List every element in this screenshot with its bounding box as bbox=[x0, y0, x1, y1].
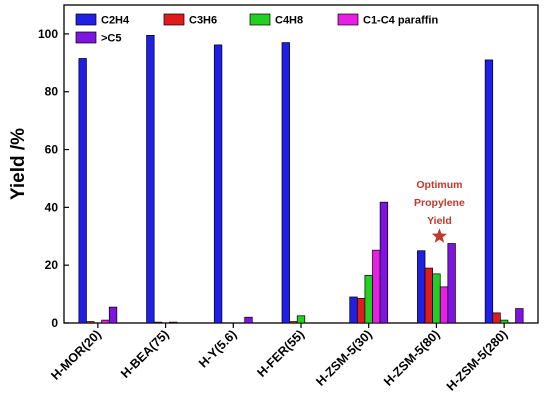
legend-swatch-c2h4 bbox=[75, 13, 97, 26]
y-tick-label: 100 bbox=[38, 27, 58, 41]
legend-label-c5: >C5 bbox=[101, 33, 122, 45]
category-label: H-MOR(20) bbox=[48, 327, 104, 383]
legend: C2H4 C3H6 C4H8 C1-C4 paraffin >C5 bbox=[75, 13, 438, 45]
bar-c1-c4-paraffin-0 bbox=[101, 319, 110, 324]
annotation-text: Yield bbox=[427, 215, 452, 227]
bar-c3h6-0 bbox=[86, 321, 95, 324]
annotation: Optimum Propylene Yield bbox=[414, 179, 465, 243]
legend-swatch-c5 bbox=[75, 31, 97, 44]
bar-c5-5 bbox=[447, 243, 456, 324]
legend-label-c4h8: C4H8 bbox=[275, 15, 303, 27]
annotation-text: Propylene bbox=[414, 197, 465, 209]
bar-c1-c4-paraffin-4 bbox=[372, 249, 381, 324]
category-label: H-BEA(75) bbox=[118, 327, 172, 381]
annotation-text: Optimum bbox=[416, 179, 462, 191]
bar-c2h4-2 bbox=[213, 44, 223, 324]
bar-c5-6 bbox=[515, 308, 524, 324]
legend-label-c2h4: C2H4 bbox=[101, 15, 130, 27]
bar-c2h4-3 bbox=[281, 42, 290, 324]
category-label: H-ZSM-5(80) bbox=[381, 327, 442, 388]
bar-c5-0 bbox=[108, 306, 118, 324]
plot-area bbox=[63, 4, 539, 324]
bar-c5-2 bbox=[244, 316, 253, 324]
bar-c4h8-5 bbox=[432, 273, 441, 324]
legend-swatch-c4h8 bbox=[249, 13, 271, 26]
y-tick-label: 20 bbox=[45, 258, 59, 272]
category-label: H-FER(55) bbox=[254, 327, 307, 380]
bar-c4h8-4 bbox=[364, 274, 373, 324]
bar-c3h6-5 bbox=[424, 267, 433, 324]
bar-c2h4-6 bbox=[484, 59, 494, 324]
legend-label-c3h6: C3H6 bbox=[189, 15, 217, 27]
bar-c4h8-6 bbox=[499, 319, 509, 324]
y-tick-label: 0 bbox=[51, 316, 58, 330]
legend-swatch-c1-c4-paraffin bbox=[337, 13, 359, 26]
bars bbox=[78, 35, 524, 328]
category-label: H-ZSM-5(280) bbox=[444, 327, 510, 393]
y-axis-ticks: 0 20 40 60 80 100 bbox=[38, 27, 69, 330]
legend-swatch-c3h6 bbox=[163, 13, 185, 26]
bar-c2h4-0 bbox=[78, 58, 87, 324]
bar-c4h8-3 bbox=[296, 315, 306, 324]
bar-c2h4-5 bbox=[417, 250, 426, 324]
bar-c3h6-4 bbox=[356, 298, 366, 324]
y-axis-title: Yield /% bbox=[8, 128, 29, 200]
bar-c3h6-3 bbox=[289, 321, 298, 324]
bar-c3h6-6 bbox=[492, 312, 501, 324]
bar-c5-4 bbox=[379, 201, 389, 324]
category-label: H-Y(5.6) bbox=[196, 327, 239, 370]
star-icon bbox=[431, 228, 448, 243]
y-tick-label: 80 bbox=[45, 85, 59, 99]
bar-c3h6-1 bbox=[153, 321, 163, 324]
legend-label-c1-c4-paraffin: C1-C4 paraffin bbox=[363, 15, 438, 27]
category-label: H-ZSM-5(30) bbox=[313, 327, 374, 388]
category-labels: H-MOR(20) H-BEA(75) H-Y(5.6) H-FER(55) H-ZSM… bbox=[48, 327, 510, 393]
y-tick-label: 60 bbox=[45, 143, 59, 157]
bar-c2h4-1 bbox=[146, 35, 155, 324]
y-tick-label: 40 bbox=[45, 200, 59, 214]
bar-c2h4-4 bbox=[349, 296, 358, 324]
bar-c1-c4-paraffin-1 bbox=[169, 321, 178, 324]
bar-c1-c4-paraffin-5 bbox=[439, 286, 449, 324]
